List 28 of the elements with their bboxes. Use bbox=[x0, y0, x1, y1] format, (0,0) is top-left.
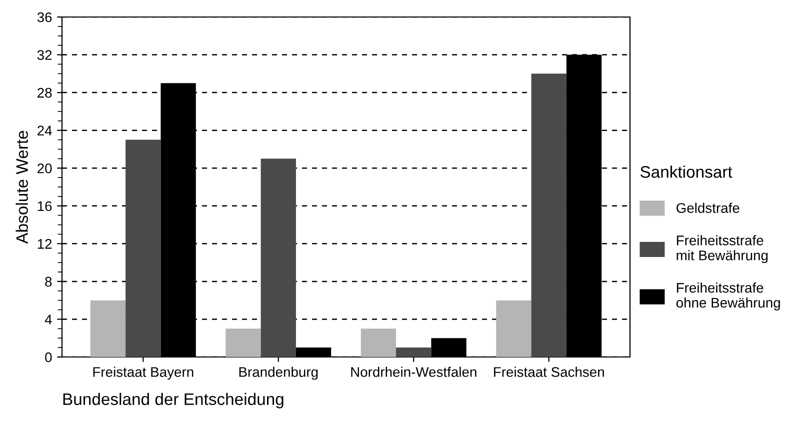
y-axis-title: Absolute Werte bbox=[16, 130, 28, 244]
y-tick-label: 0 bbox=[45, 352, 52, 362]
bar bbox=[260, 158, 296, 357]
bar bbox=[126, 140, 161, 357]
y-tick-label: 24 bbox=[38, 126, 52, 136]
legend-title: Sanktionsart bbox=[640, 166, 732, 178]
bar bbox=[90, 300, 126, 357]
y-tick-label: 4 bbox=[44, 314, 52, 324]
legend-label: Geldstrafe bbox=[676, 202, 740, 213]
bar bbox=[396, 348, 432, 357]
legend-label: Freiheitsstrafe ohne Bewährung bbox=[676, 282, 780, 310]
x-axis-title: Bundesland der Entscheidung bbox=[63, 392, 284, 408]
bar bbox=[226, 328, 261, 357]
bar bbox=[531, 74, 566, 357]
bar bbox=[496, 300, 532, 357]
bar bbox=[360, 328, 396, 357]
legend-label: Freiheitsstrafe mit Bewährung bbox=[676, 235, 768, 264]
x-tick-label: Nordrhein-Westfalen bbox=[351, 366, 476, 377]
y-tick-label: 16 bbox=[38, 201, 52, 212]
x-tick-label: Freistaat Bayern bbox=[93, 366, 194, 380]
y-tick-label: 32 bbox=[37, 50, 52, 60]
y-tick-label: 12 bbox=[38, 239, 52, 249]
y-tick-label: 28 bbox=[38, 88, 52, 98]
y-tick-label: 36 bbox=[37, 12, 52, 22]
x-tick-label: Brandenburg bbox=[239, 366, 318, 380]
y-tick-label: 20 bbox=[38, 163, 52, 174]
x-tick-label: Freistaat Sachsen bbox=[494, 366, 604, 377]
y-tick-label: 8 bbox=[45, 276, 52, 287]
